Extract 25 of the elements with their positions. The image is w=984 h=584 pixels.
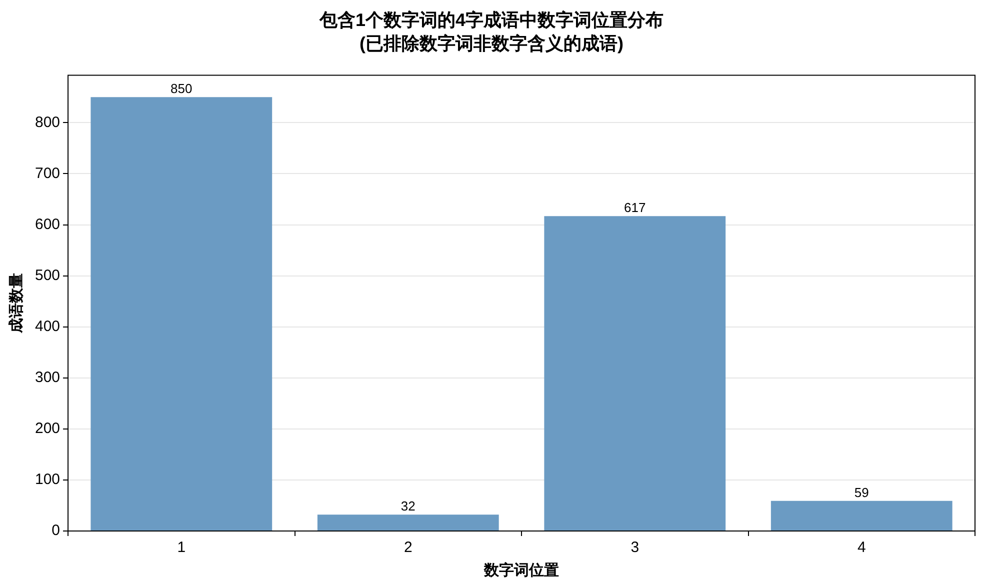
y-tick-label: 600 [34, 216, 60, 233]
x-tick-label: 3 [630, 539, 640, 556]
x-tick-label: 1 [177, 539, 186, 556]
bar [770, 500, 952, 530]
chart-title: 包含1个数字词的4字成语中数字词位置分布 [318, 10, 664, 30]
bar [317, 514, 499, 530]
x-axis-title: 数字词位置 [483, 561, 560, 580]
x-tick-label: 4 [857, 539, 866, 556]
y-tick-label: 400 [34, 318, 60, 335]
y-tick-label: 300 [34, 369, 60, 386]
x-tick-label: 2 [404, 539, 412, 556]
chart-subtitle: (已排除数字词非数字含义的成语) [360, 33, 624, 54]
bar [544, 216, 726, 530]
bar [90, 97, 272, 530]
y-tick-label: 100 [34, 471, 60, 488]
y-axis-title: 成语数量 [8, 273, 26, 334]
y-tick-label: 800 [34, 114, 60, 131]
data-label: 59 [854, 484, 869, 500]
y-tick-label: 200 [34, 420, 60, 438]
data-label: 617 [624, 200, 646, 216]
y-tick-label: 700 [34, 164, 60, 182]
y-tick-label: 0 [52, 522, 60, 540]
data-label: 850 [170, 81, 192, 96]
data-label: 32 [400, 498, 416, 514]
y-tick-label: 500 [34, 266, 60, 284]
